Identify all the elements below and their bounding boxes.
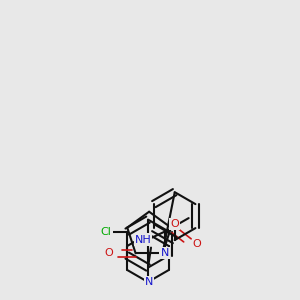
Text: O: O bbox=[193, 238, 201, 249]
Text: O: O bbox=[170, 219, 179, 229]
Text: N: N bbox=[160, 248, 169, 258]
Text: NH: NH bbox=[135, 235, 152, 244]
Text: Cl: Cl bbox=[101, 226, 112, 237]
Text: N: N bbox=[145, 277, 153, 287]
Text: O: O bbox=[104, 248, 113, 258]
